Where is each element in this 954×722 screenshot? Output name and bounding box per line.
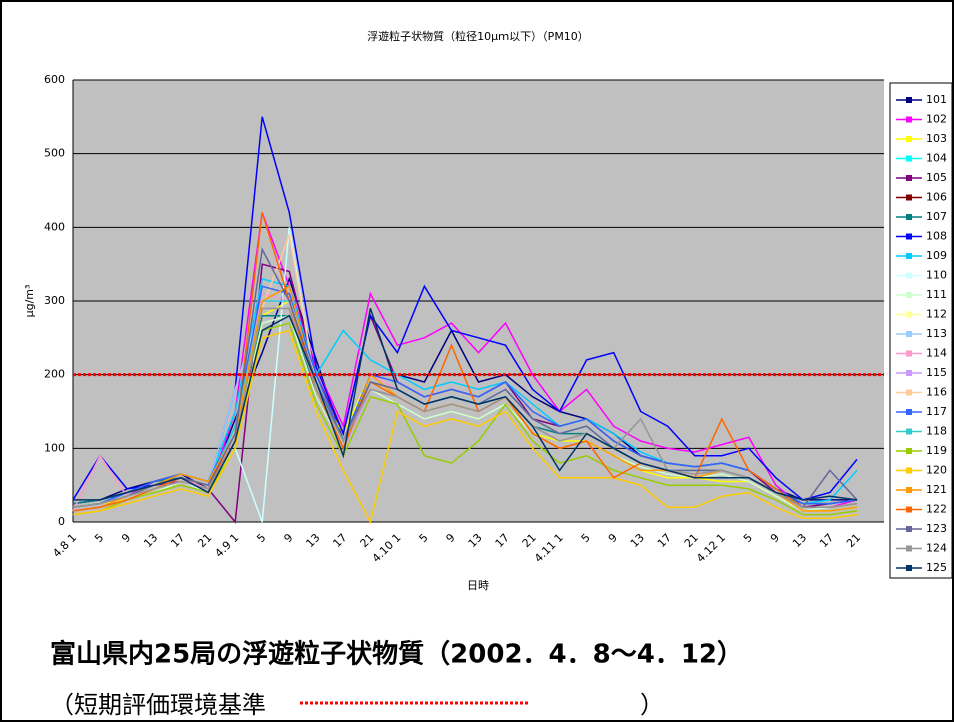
legend-label: 122	[926, 503, 947, 516]
y-tick-label: 300	[44, 294, 65, 307]
legend-marker	[906, 389, 912, 396]
legend-label: 116	[926, 386, 947, 399]
legend-marker	[906, 214, 912, 220]
note-close: ）	[640, 691, 664, 719]
y-tick-label: 500	[44, 147, 65, 160]
legend-label: 104	[926, 152, 947, 165]
y-tick-label: 0	[58, 515, 65, 528]
legend-label: 117	[926, 405, 947, 418]
legend-label: 103	[926, 132, 947, 145]
legend-marker	[906, 272, 912, 279]
legend-marker	[906, 136, 912, 142]
legend-marker	[906, 331, 912, 337]
legend-label: 105	[926, 171, 947, 184]
legend-label: 112	[926, 308, 947, 321]
legend-label: 109	[926, 249, 947, 262]
series-line	[73, 308, 858, 501]
legend-marker	[906, 506, 912, 513]
legend-label: 119	[926, 444, 947, 457]
legend-label: 121	[926, 483, 947, 496]
legend-label: 113	[926, 327, 947, 340]
legend-marker	[906, 350, 912, 357]
legend-marker	[906, 545, 912, 552]
legend-marker	[906, 487, 912, 493]
caption: 富山県内25局の浮遊粒子状物質（2002．4．8～4．12）	[50, 639, 743, 670]
legend-label: 110	[926, 269, 947, 282]
legend-label: 114	[926, 347, 947, 360]
chart-title: 浮遊粒子状物質（粒径10μｍ以下）（PM10）	[367, 29, 589, 43]
legend-marker	[906, 97, 912, 103]
legend-marker	[906, 409, 912, 415]
y-tick-label: 200	[44, 368, 65, 381]
series-line	[72, 322, 858, 516]
legend-marker	[906, 233, 912, 240]
legend-label: 106	[926, 191, 947, 204]
legend-marker	[906, 428, 912, 435]
series-line	[72, 307, 858, 509]
legend-label: 107	[926, 210, 947, 223]
legend-label: 124	[926, 542, 947, 555]
y-axis-label: μg/m³	[23, 285, 36, 318]
legend-label: 102	[926, 113, 947, 126]
series-line	[72, 329, 858, 525]
note-open: （短期評価環境基準	[50, 691, 266, 719]
legend-label: 108	[926, 230, 947, 243]
legend-marker	[906, 565, 912, 571]
legend-marker	[906, 116, 912, 123]
legend-marker	[906, 194, 912, 201]
legend-label: 125	[926, 561, 947, 574]
legend-label: 120	[926, 464, 947, 477]
legend-marker	[906, 292, 912, 298]
y-tick-label: 100	[44, 441, 65, 454]
legend-marker	[906, 155, 912, 162]
x-axis-label: 日時	[467, 579, 489, 592]
legend-marker	[906, 448, 912, 454]
legend-marker	[906, 467, 912, 474]
legend-marker	[906, 253, 912, 259]
legend-marker	[906, 370, 912, 376]
legend-label: 111	[926, 288, 947, 301]
legend-marker	[906, 175, 912, 181]
legend-label: 123	[926, 522, 947, 535]
legend-label: 101	[926, 93, 947, 106]
legend-marker	[906, 311, 912, 318]
y-tick-label: 400	[44, 220, 65, 233]
legend	[889, 82, 953, 579]
legend-label: 115	[926, 366, 947, 379]
legend-label: 118	[926, 425, 947, 438]
legend-marker	[906, 526, 912, 532]
y-tick-label: 600	[44, 73, 65, 86]
